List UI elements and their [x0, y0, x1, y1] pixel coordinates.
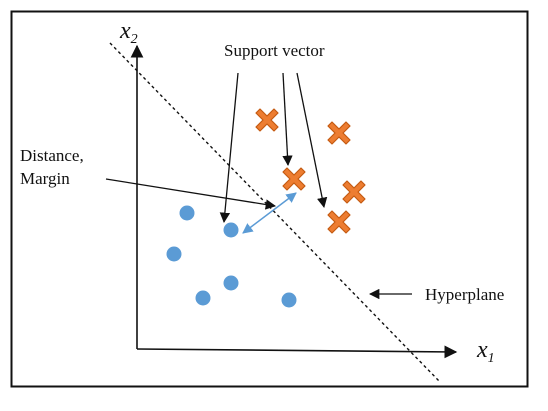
class-a-point	[195, 290, 211, 306]
support-vector-label: Support vector	[224, 41, 325, 60]
support-vector-arrow-cross-lower	[296, 72, 328, 209]
class-a-point	[281, 292, 297, 308]
class-a-point	[223, 275, 239, 291]
class-a-point	[166, 246, 182, 262]
x1-axis-label: x1	[476, 337, 495, 366]
margin-label: Margin	[20, 169, 70, 188]
class-a-support-vector	[223, 222, 239, 238]
class-a-point	[179, 205, 195, 221]
distance-label: Distance,	[20, 146, 84, 165]
support-vector-arrow-cross-upper	[282, 72, 293, 167]
margin-double-arrow	[242, 192, 297, 234]
support-vector-arrow-circle	[219, 72, 239, 224]
figure-border	[10, 10, 529, 388]
x1-axis	[136, 345, 458, 359]
class-a-points	[166, 205, 297, 308]
hyperplane-label: Hyperplane	[425, 285, 504, 304]
x2-axis-label: x2	[119, 18, 138, 47]
